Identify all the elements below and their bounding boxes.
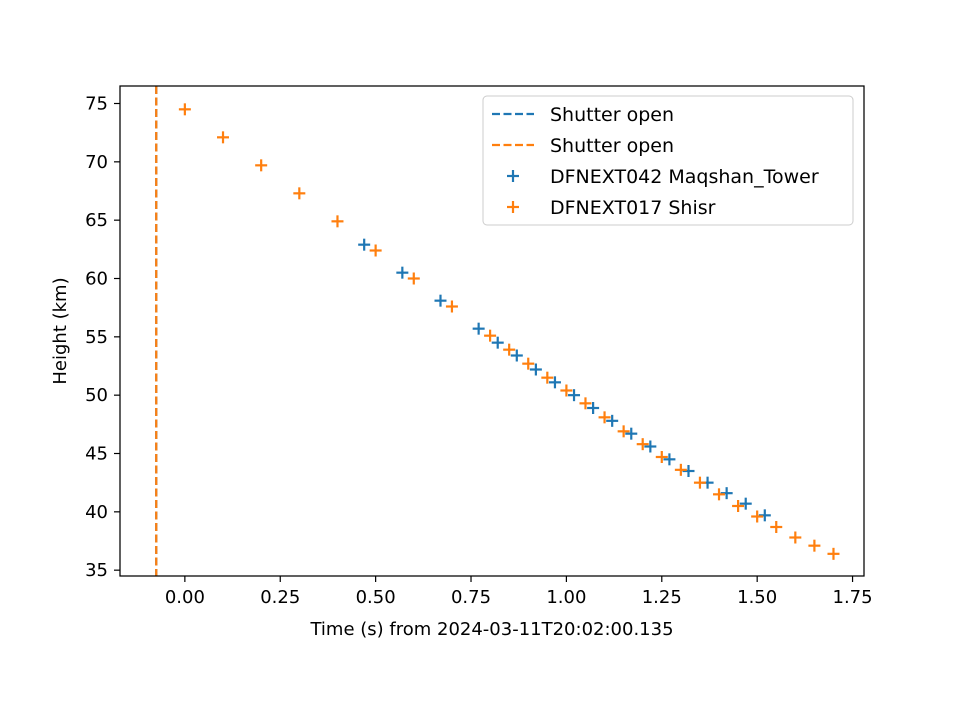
- x-tick-label: 0.25: [260, 587, 300, 608]
- x-tick-label: 1.75: [833, 587, 873, 608]
- series-0-point: [587, 402, 600, 414]
- x-axis-label: Time (s) from 2024-03-11T20:02:00.135: [309, 619, 673, 640]
- series-1-point: [655, 451, 668, 463]
- legend-entry: Shutter open: [492, 104, 674, 126]
- legend-label: Shutter open: [550, 104, 674, 126]
- series-0-point: [510, 349, 523, 362]
- series-1-point: [808, 539, 821, 552]
- legend-frame: [482, 95, 854, 226]
- series-0-point: [529, 363, 542, 376]
- series-0-point: [358, 238, 371, 251]
- legend-marker-swatch: [507, 170, 519, 182]
- series-1-point: [217, 131, 230, 144]
- x-tick-label: 1.50: [737, 587, 777, 608]
- y-tick-label: 55: [85, 327, 108, 348]
- series-0-point: [739, 497, 752, 510]
- series-1-point: [579, 397, 592, 410]
- legend-entry: DFNEXT017 Shisr: [507, 197, 716, 219]
- series-0-point: [758, 509, 771, 522]
- x-axis-ticks: 0.00 0.25 0.50 0.75 1.00 1.25 1.50 1.75: [165, 576, 873, 608]
- series-0-point: [568, 389, 581, 402]
- series-1-point: [255, 159, 268, 172]
- series-1-point: [293, 187, 306, 200]
- y-axis-ticks: 35 40 45 50 55 60 65 70 75: [85, 94, 120, 581]
- series-0-point: [720, 487, 733, 500]
- series-1-point: [674, 463, 687, 476]
- series-0-point: [548, 376, 561, 389]
- series-1-point: [636, 438, 649, 451]
- x-tick-label: 1.25: [642, 587, 682, 608]
- series-1-point: [713, 488, 726, 501]
- x-tick-label: 0.00: [165, 587, 205, 608]
- x-tick-label: 1.00: [546, 587, 586, 608]
- legend-label: DFNEXT017 Shisr: [550, 197, 716, 219]
- legend-entry: DFNEXT042 Maqshan_Tower: [507, 166, 819, 188]
- legend-label: DFNEXT042 Maqshan_Tower: [550, 166, 819, 188]
- y-tick-label: 45: [85, 444, 108, 465]
- series-0-point: [396, 266, 409, 279]
- legend: Shutter open Shutter open DFNEXT042 Maqsha…: [482, 95, 854, 226]
- series-1-point: [369, 244, 382, 257]
- series-0-point: [663, 453, 676, 466]
- series-1-point: [522, 357, 535, 370]
- plot-frame: [119, 85, 865, 577]
- y-tick-label: 50: [85, 385, 108, 406]
- legend-marker-swatch: [507, 201, 519, 213]
- series-0-point: [682, 465, 695, 477]
- series-0-point: [434, 294, 447, 307]
- series-1-point: [560, 384, 573, 397]
- series-1-point: [789, 531, 802, 544]
- series-1-point: [751, 510, 764, 523]
- series-0-point: [472, 322, 485, 335]
- series-1-point: [827, 547, 840, 560]
- series-1-point: [445, 300, 458, 313]
- y-tick-label: 70: [85, 152, 108, 173]
- series-1-point: [503, 343, 516, 356]
- series-1-point: [732, 500, 745, 512]
- x-tick-label: 0.75: [451, 587, 491, 608]
- series-1-point: [617, 425, 630, 438]
- y-tick-label: 35: [85, 560, 108, 581]
- series-0-point: [606, 414, 619, 427]
- x-tick-label: 0.50: [356, 587, 396, 608]
- series-0-point: [644, 440, 657, 453]
- series-1-point: [178, 103, 191, 116]
- legend-label: Shutter open: [550, 135, 674, 157]
- legend-entry: Shutter open: [492, 135, 674, 157]
- series-1-point: [407, 272, 420, 285]
- series-1-point: [693, 476, 706, 489]
- series-1-point: [770, 521, 783, 533]
- series-0-point: [625, 427, 638, 440]
- series-1-point: [598, 411, 611, 424]
- series-0-point: [491, 336, 504, 349]
- y-tick-label: 40: [85, 502, 108, 523]
- series-1-point: [331, 215, 344, 228]
- y-axis-label: Height (km): [50, 277, 71, 384]
- scatter-points: [178, 103, 840, 560]
- y-tick-label: 65: [85, 210, 108, 231]
- y-tick-label: 75: [85, 94, 108, 115]
- series-1-point: [541, 371, 554, 384]
- series-1-point: [484, 329, 497, 342]
- y-tick-label: 60: [85, 269, 108, 290]
